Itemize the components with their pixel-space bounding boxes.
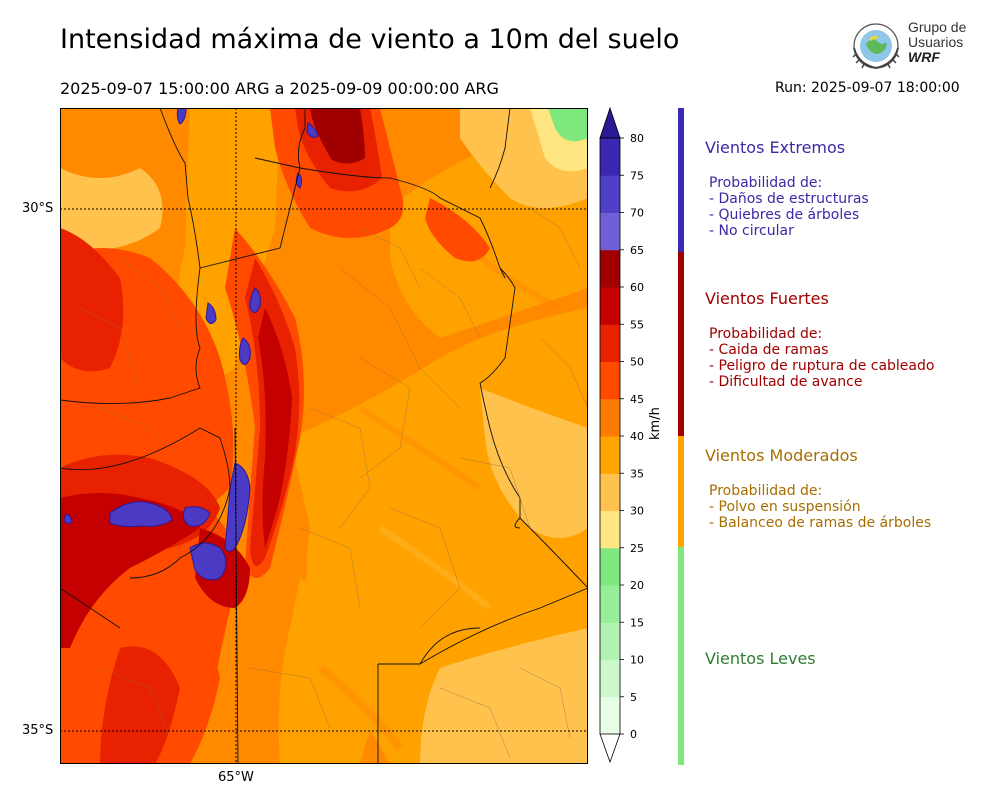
colorbar-tick-label: 0 [630,728,637,741]
colorbar-tick-label: 60 [630,281,644,294]
lon-label-65w: 65°W [218,770,254,785]
colorbar-swatch [600,696,620,735]
colorbar-tick-label: 20 [630,579,644,592]
category-extreme-items: - Daños de estructuras - Quiebres de árb… [709,191,869,239]
category-strong: Vientos Fuertes Probabilidad de: - Caida… [705,289,934,390]
forecast-period: 2025-09-07 15:00:00 ARG a 2025-09-09 00:… [60,79,499,98]
category-moderate-items: - Polvo en suspensión - Balanceo de rama… [709,499,931,531]
colorbar-swatch [600,212,620,251]
colorbar-tick-label: 65 [630,244,644,257]
category-strong-item: - Peligro de ruptura de cableado [709,358,935,374]
strong-category-bar [678,252,684,436]
light-moderate-wind-zone-east [480,388,588,538]
colorbar-tick-label: 75 [630,169,644,182]
globe-emblem-icon [852,23,900,70]
colorbar-tick-label: 25 [630,542,644,555]
logo-text: Grupo de Usuarios WRF [908,19,967,65]
colorbar-swatch [600,436,620,474]
category-light-title: Vientos Leves [705,649,816,668]
colorbar-swatch [600,547,620,586]
colorbar-swatch [600,622,620,660]
moderate-wind-zone-center [176,108,280,378]
category-extreme: Vientos Extremos Probabilidad de: - Daño… [705,138,869,239]
wind-intensity-map [60,108,588,764]
lat-label-35s: 35°S [22,723,54,738]
light-moderate-wind-zone-south [420,628,588,764]
category-strong-prob-label: Probabilidad de: [709,326,823,342]
colorbar-tick-label: 5 [630,691,637,704]
colorbar-tick-label: 10 [630,654,644,667]
moderate-wind-zone-south [278,578,390,764]
severe-wind-core-north [310,108,365,164]
colorbar-swatch [600,398,620,437]
category-light: Vientos Leves [705,649,816,668]
category-strong-items: - Caida de ramas - Peligro de ruptura de… [709,342,934,390]
extreme-category-bar [678,108,684,252]
run-timestamp: Run: 2025-09-07 18:00:00 [775,80,960,96]
lat-label-30s: 30°S [22,201,54,216]
severe-wind-core-west [60,493,200,648]
colorbar-tick-label: 80 [630,132,644,145]
very-strong-wind-zone-west [60,228,124,372]
wind-texture [317,255,562,751]
category-moderate-prob-label: Probabilidad de: [709,483,823,499]
colorbar-swatch [600,361,620,400]
colorbar-tick-label: 70 [630,207,644,220]
colorbar-swatch [600,510,620,549]
colorbar-tick-label: 35 [630,467,644,480]
colorbar-swatch [600,175,620,213]
colorbar-swatches [599,106,621,764]
category-strong-title: Vientos Fuertes [705,289,829,308]
colorbar-swatch [600,659,620,698]
colorbar-tick-label: 55 [630,318,644,331]
category-extreme-item: - Daños de estructuras [709,191,869,207]
graticule [60,108,588,764]
colorbar-max-extend [599,106,621,139]
category-moderate-item: - Polvo en suspensión [709,499,861,515]
colorbar-swatch [600,287,620,325]
severe-wind-core-ridge [258,308,292,548]
category-moderate-title: Vientos Moderados [705,446,858,465]
colorbar-tick-label: 15 [630,616,644,629]
colorbar-swatch [600,249,620,288]
colorbar-swatch [600,585,620,623]
map-frame [60,108,588,764]
map-title: Intensidad máxima de viento a 10m del su… [60,24,680,55]
colorbar-min-extend [599,733,621,764]
category-moderate: Vientos Moderados Probabilidad de: - Pol… [705,446,931,531]
category-strong-item: - Dificultad de avance [709,374,863,390]
colorbar-ticks: 0 5 10 15 20 25 30 35 40 45 50 55 60 65 70 75 80 [620,132,644,741]
grupo-usuarios-wrf-logo: Grupo de Usuarios WRF [848,18,968,74]
colorbar: 0 5 10 15 20 25 30 35 40 45 50 55 60 65 70 75 80 [599,106,644,764]
category-extreme-item: - Quiebres de árboles [709,207,860,223]
department-boundaries [79,207,588,759]
light-category-bar [678,547,684,765]
colorbar-tick-label: 30 [630,505,644,518]
strong-wind-zone-northeast [425,198,490,262]
moderate-category-bar [678,436,684,547]
colorbar-tick-label: 40 [630,430,644,443]
category-extreme-item: - No circular [709,223,794,239]
light-moderate-wind-zone-west [60,168,163,251]
category-moderate-item: - Balanceo de ramas de árboles [709,515,932,531]
category-extreme-prob-label: Probabilidad de: [709,175,823,191]
colorbar-swatch [600,473,620,511]
colorbar-tick-label: 50 [630,356,644,369]
colorbar-unit: km/h [648,407,663,440]
category-extreme-title: Vientos Extremos [705,138,846,157]
weak-wind-zone-ne [548,108,588,142]
category-strong-item: - Caida de ramas [709,342,829,358]
extreme-wind-areas [63,108,319,581]
colorbar-swatch [600,138,620,176]
colorbar-swatch [600,324,620,362]
colorbar-tick-label: 45 [630,393,644,406]
